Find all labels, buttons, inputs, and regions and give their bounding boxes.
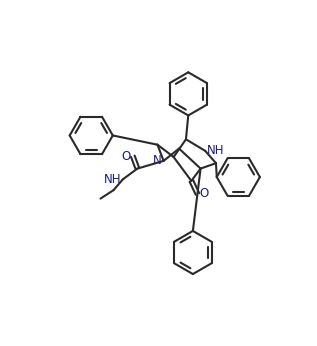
Text: N: N (153, 154, 162, 167)
Text: O: O (200, 188, 209, 200)
Text: O: O (121, 150, 131, 163)
Text: NH: NH (207, 144, 224, 157)
Text: NH: NH (104, 173, 121, 186)
